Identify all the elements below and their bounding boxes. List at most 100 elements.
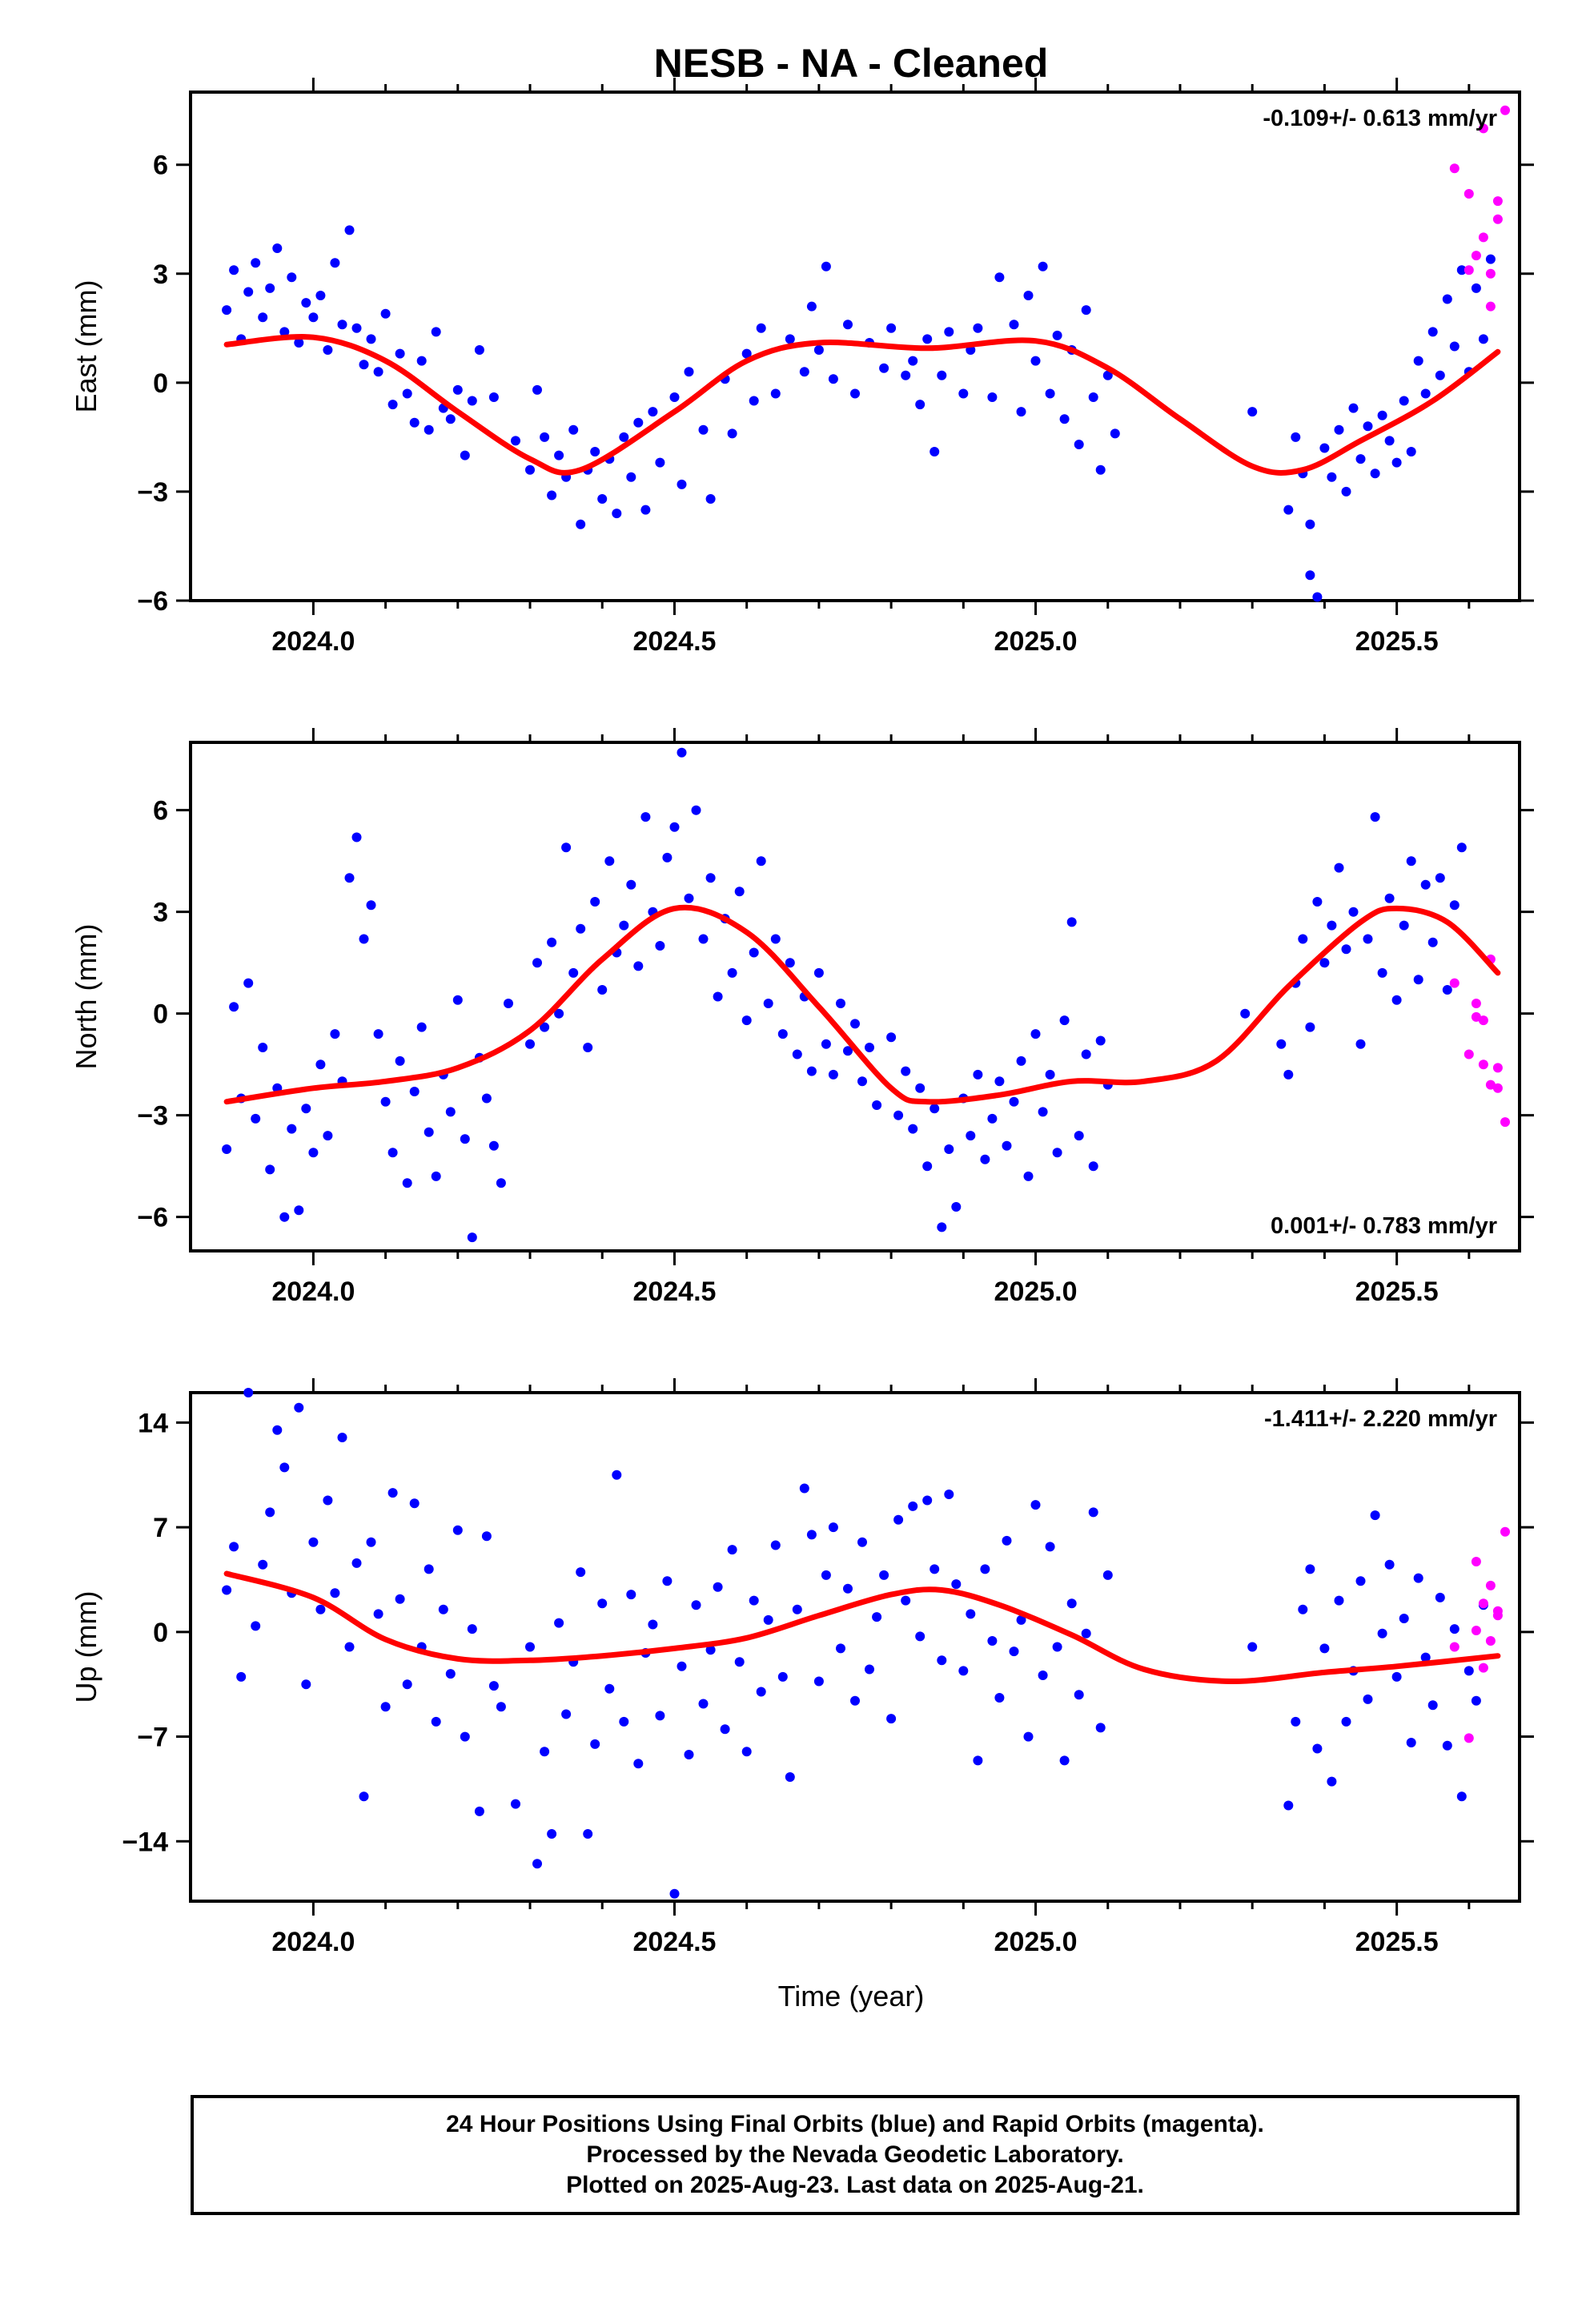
data-point [1327,1776,1337,1787]
data-point [315,1059,326,1070]
data-point [1492,1606,1503,1616]
data-point [330,1029,340,1039]
data-point [409,417,420,428]
east-panel: 2024.0 2024.5 2025.0 2025.5 −6 −3 0 3 6 East (mm)… [70,78,1534,657]
data-point [843,1583,853,1594]
data-point [258,312,268,323]
data-point [886,323,897,333]
data-point [258,1559,268,1570]
data-point [930,1564,940,1574]
data-point [1485,1080,1496,1090]
data-point [1002,1535,1012,1546]
data-point [1449,978,1460,988]
data-point [554,1008,564,1019]
data-point [612,1470,622,1480]
data-point [1291,432,1301,442]
data-point [359,360,369,370]
data-point [1427,327,1438,337]
data-point [1030,1029,1041,1039]
data-point [857,1537,867,1547]
data-point [1334,424,1344,435]
data-point [1363,934,1373,944]
data-point [806,301,817,312]
data-point [937,370,947,380]
y-tick-label: −6 [137,1203,168,1233]
x-tick-label: 2025.0 [994,626,1078,657]
data-point [1399,1614,1409,1623]
data-point [777,1029,788,1039]
data-point [323,1131,333,1141]
data-point [243,1388,254,1397]
data-point [669,822,680,832]
data-point [1052,1148,1062,1158]
data-point [1464,1049,1474,1059]
data-point [915,1631,926,1642]
data-point [222,305,232,316]
data-point [532,384,542,395]
data-point [973,323,983,333]
data-point [944,1490,954,1499]
data-point [229,265,239,275]
data-point [612,509,622,519]
data-point [1038,1671,1048,1680]
data-point [1009,1647,1019,1657]
data-point [872,1100,882,1110]
data-point [351,832,362,842]
data-point [445,414,456,424]
data-point [727,967,737,978]
data-point [865,1043,874,1052]
data-point [1298,934,1308,944]
data-point [416,1022,427,1032]
data-point [1045,388,1055,399]
data-point [1406,447,1416,456]
data-point [416,356,427,366]
data-point [980,1154,990,1164]
series-rapid-orbits [1449,954,1510,1128]
data-point [684,367,694,377]
x-axis-title: Time (year) [778,1980,925,2012]
data-point [1427,937,1438,947]
data-point [1449,900,1460,911]
data-point [395,1055,405,1066]
data-point [1002,1140,1012,1151]
data-point [836,999,845,1008]
data-point [590,897,600,907]
data-point [308,1148,319,1158]
data-point [1283,1800,1294,1811]
data-point [1492,1083,1503,1093]
data-point [496,1702,506,1712]
data-point [590,447,600,456]
data-point [1327,472,1337,482]
data-point [1081,1049,1091,1059]
data-point [901,370,911,380]
data-point [251,1113,261,1124]
data-point [583,1043,593,1052]
y-tick-label: 14 [138,1408,168,1438]
y-tick-label: −3 [137,477,168,508]
data-point [229,1542,239,1552]
data-point [488,1140,499,1151]
data-point [1471,1011,1481,1022]
data-point [359,1791,369,1802]
data-point [785,958,795,968]
data-point [1413,356,1423,366]
data-point [813,1676,824,1687]
data-point [1247,407,1258,417]
data-point [243,287,254,297]
data-point [287,272,297,283]
x-tick-label: 2024.5 [632,1927,716,1957]
data-point [402,388,412,399]
data-point [488,392,499,402]
data-point [554,1618,564,1628]
data-point [1485,1636,1496,1646]
data-point [930,447,940,456]
data-point [1471,999,1481,1008]
data-point [460,450,470,460]
data-point [532,958,542,968]
data-point [1464,1733,1474,1743]
data-point [431,1171,441,1181]
caption-box: 24 Hour Positions Using Final Orbits (bl… [191,2095,1520,2215]
data-point [1074,440,1084,449]
x-tick-label: 2025.5 [1355,1927,1439,1957]
data-point [865,1664,874,1675]
